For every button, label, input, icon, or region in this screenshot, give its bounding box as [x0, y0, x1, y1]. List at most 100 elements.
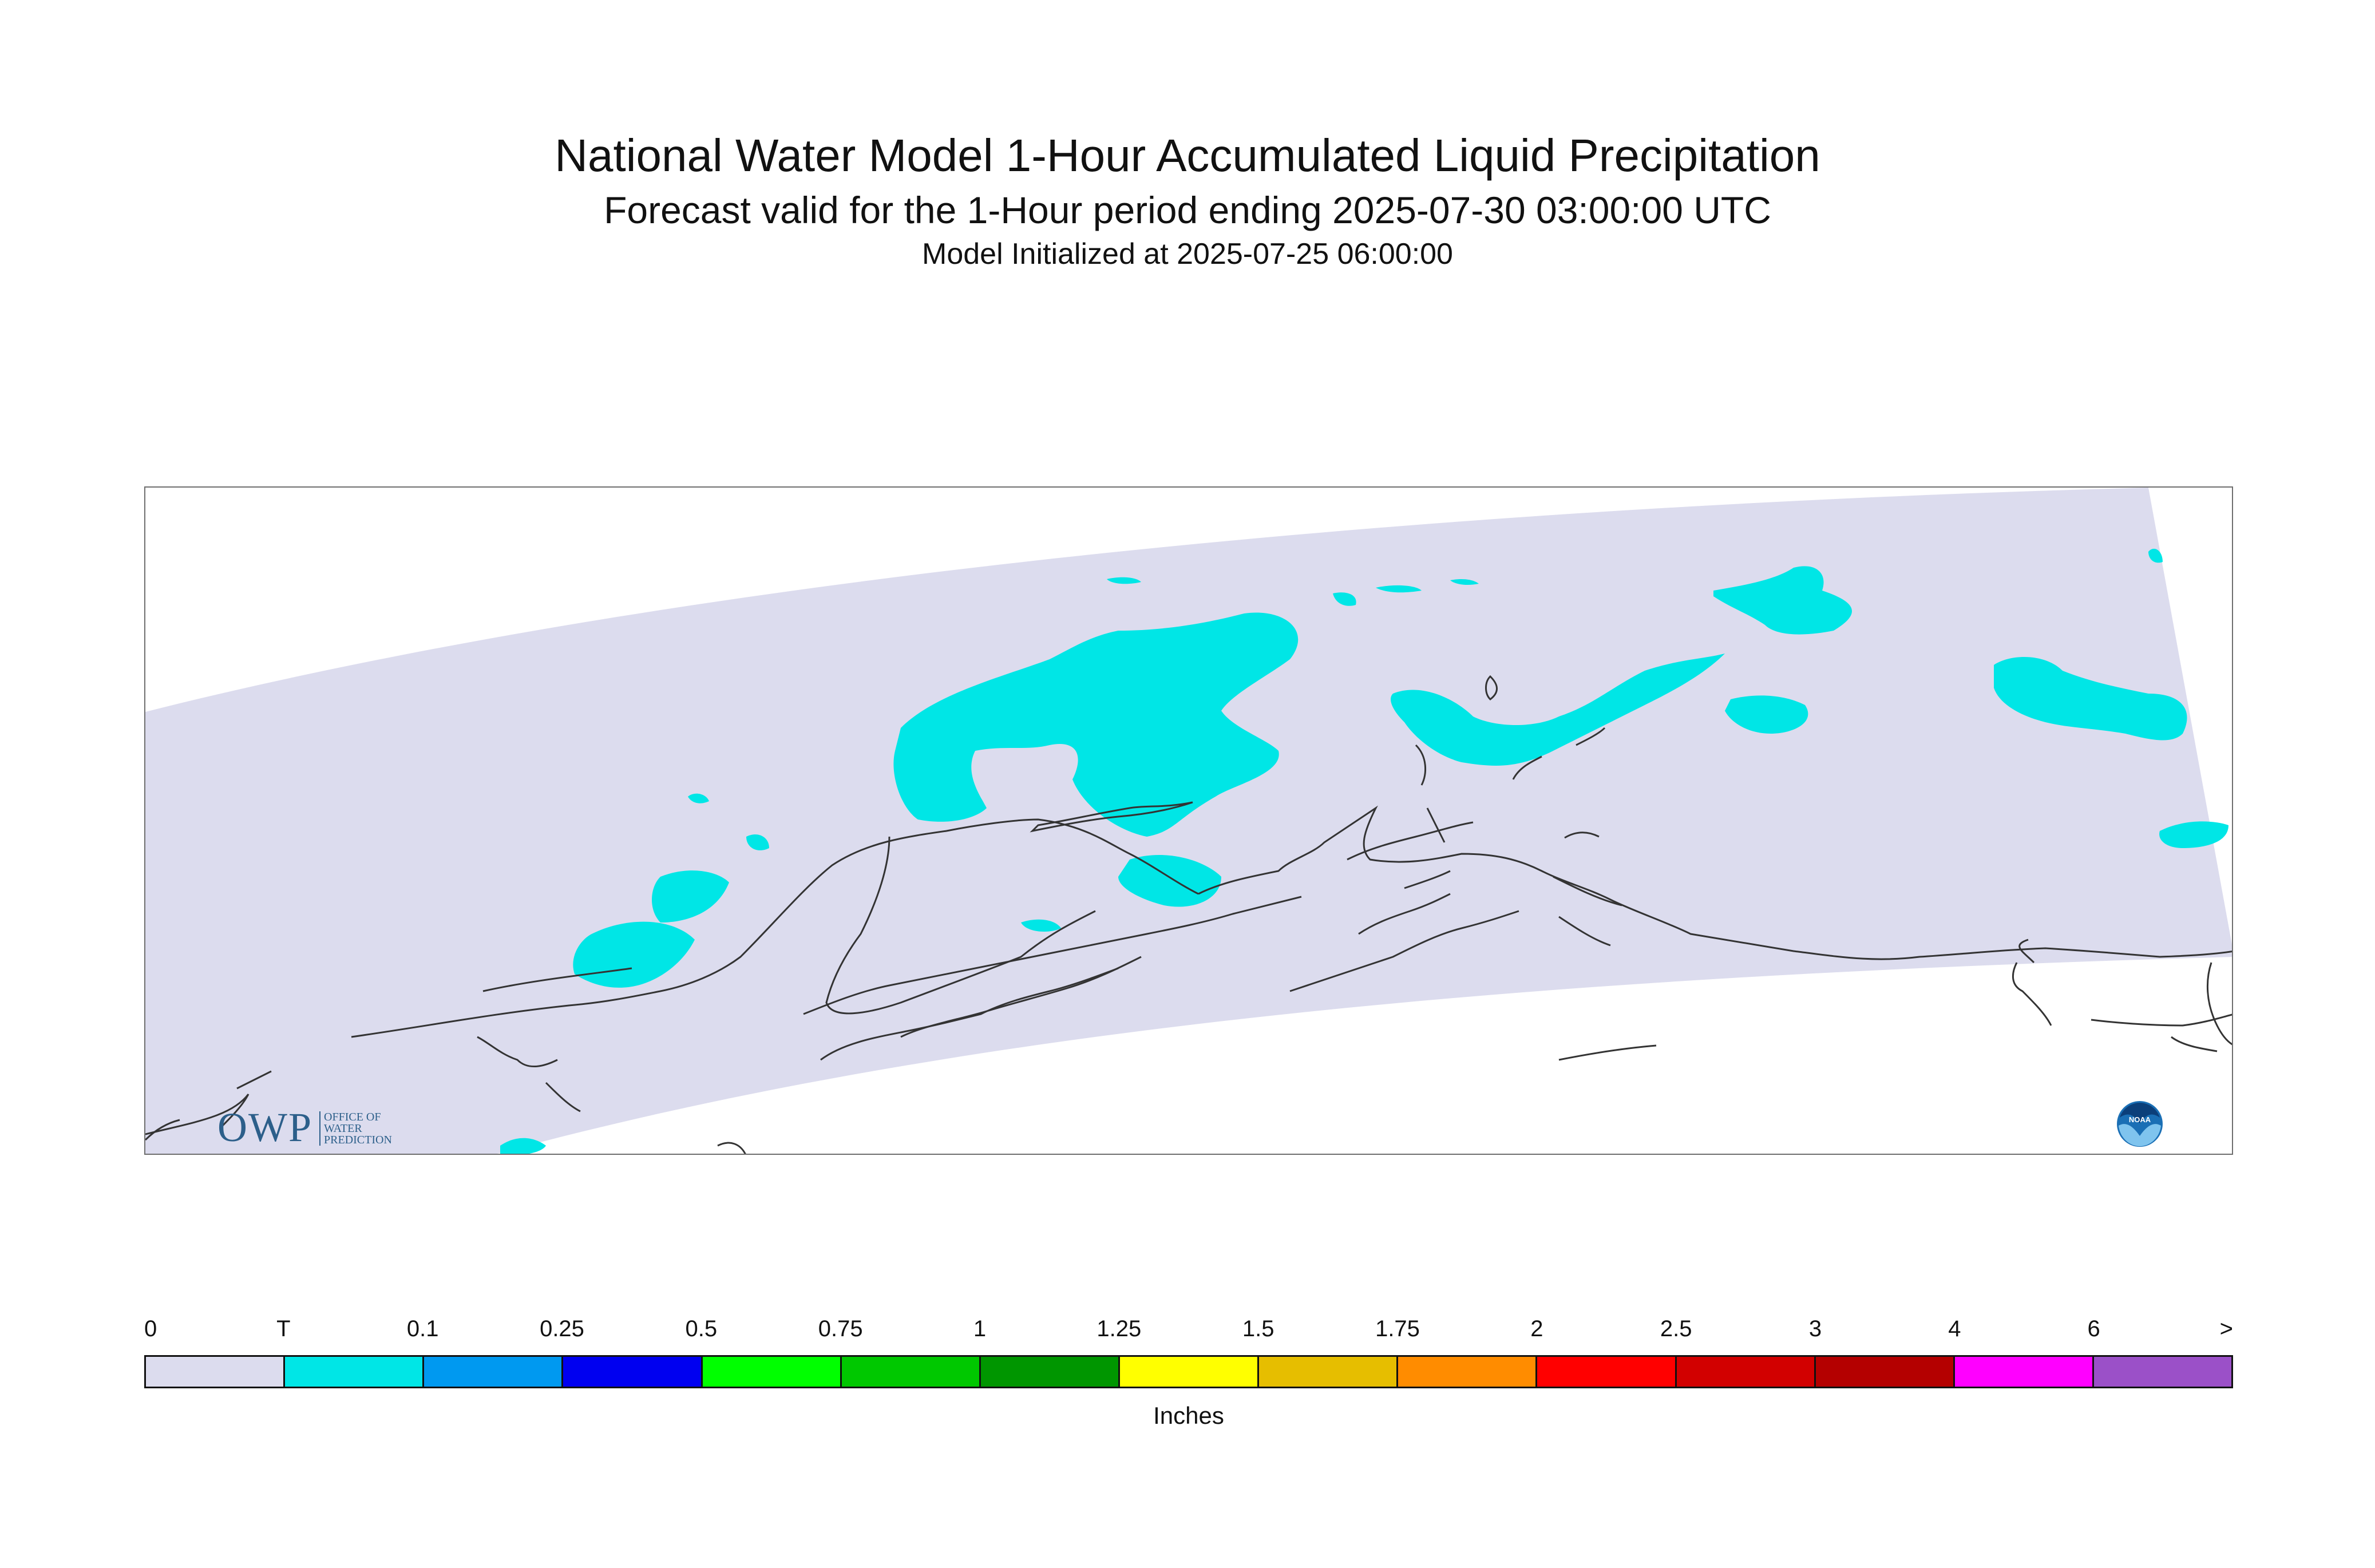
legend-tick-label: 1 — [973, 1316, 987, 1341]
coastline — [545, 1082, 581, 1112]
coastline — [145, 1094, 250, 1135]
coastline — [2171, 1036, 2218, 1052]
coastline — [1576, 727, 1606, 746]
coastline — [900, 956, 1142, 1038]
owp-logo: OWP OFFICE OF WATER PREDICTION — [217, 1104, 435, 1150]
chart-subtitle: Forecast valid for the 1-Hour period end… — [604, 189, 1771, 231]
precip-area — [2148, 548, 2163, 563]
coastline — [482, 967, 632, 992]
color-legend: 0 T 0.1 0.25 0.5 0.75 1 1.25 1.5 1.75 2 2.5 3 4 6 > Inc… — [144, 1316, 2233, 1431]
precip-area — [652, 870, 729, 922]
legend-tick-label: 0.1 — [406, 1316, 439, 1341]
title-block: National Water Model 1-Hour Accumulated … — [0, 127, 2375, 272]
coastline — [1358, 893, 1451, 935]
owp-logo-line: OFFICE OF — [324, 1111, 381, 1123]
legend-tick-label: 3 — [1808, 1316, 1822, 1341]
legend-tick-label: 1.5 — [1242, 1316, 1274, 1341]
coastline — [1485, 675, 1498, 700]
coastline — [1198, 805, 2232, 960]
precip-area — [981, 716, 1000, 729]
coastline — [2018, 939, 2035, 964]
legend-tick-label: 0 — [144, 1316, 157, 1341]
legend-tick-label: T — [276, 1316, 291, 1341]
model-init-line: Model Initialized at 2025-07-25 06:00:00 — [922, 237, 1453, 271]
coastline — [1553, 876, 1622, 906]
precip-area — [1376, 585, 1422, 593]
legend-tick-label: 0.75 — [818, 1316, 863, 1341]
legend-tick-label: > — [2219, 1316, 2233, 1341]
legend-swatch — [840, 1357, 979, 1387]
precip-area — [1118, 854, 1221, 907]
legend-swatch — [1953, 1357, 2092, 1387]
coastline — [1558, 1044, 1657, 1061]
map-panel — [144, 486, 2233, 1155]
owp-logo-line: PREDICTION — [324, 1134, 392, 1146]
precip-area — [1067, 658, 1113, 669]
coastline — [717, 1142, 746, 1154]
coastline — [1426, 807, 1446, 843]
noaa-logo-wave — [2119, 1124, 2161, 1146]
precip-area — [1994, 657, 2187, 741]
legend-swatch — [422, 1357, 562, 1387]
legend-tick-label: 2 — [1530, 1316, 1543, 1341]
precip-area — [573, 921, 695, 988]
noaa-logo-text: NOAA — [2129, 1115, 2151, 1124]
coastline — [2091, 1013, 2232, 1027]
coastline — [1404, 870, 1451, 889]
legend-swatch — [2092, 1357, 2232, 1387]
precip-area — [1725, 695, 1808, 734]
legend-tick-label: 0.5 — [685, 1316, 718, 1341]
owp-logo-subtext: OFFICE OF WATER PREDICTION — [319, 1111, 392, 1146]
legend-swatch — [146, 1357, 284, 1387]
coastline — [236, 1070, 272, 1090]
precip-area — [1450, 579, 1479, 585]
legend-swatch — [1535, 1357, 1675, 1387]
coastline — [1289, 910, 1519, 992]
legend-tick-labels: 0 T 0.1 0.25 0.5 0.75 1 1.25 1.5 1.75 2 2.5 3 4 6 > — [144, 1316, 2233, 1345]
precip-area — [1391, 654, 1725, 766]
coastline — [145, 1119, 180, 1141]
legend-swatch — [561, 1357, 701, 1387]
legend-color-bar — [144, 1355, 2233, 1388]
coastline — [1030, 801, 1193, 833]
legend-swatch — [283, 1357, 423, 1387]
precip-area — [2159, 821, 2228, 848]
legend-swatch — [1396, 1357, 1536, 1387]
precip-area — [1713, 566, 1852, 635]
coastline — [1558, 916, 1611, 947]
coastline — [825, 836, 1096, 1015]
legend-units-label: Inches — [1153, 1402, 1224, 1429]
coastline — [803, 896, 1302, 1015]
legend-tick-label: 4 — [1948, 1316, 1961, 1341]
owp-logo-line: WATER — [324, 1122, 362, 1135]
precip-area — [893, 612, 1299, 837]
precip-area — [1333, 592, 1356, 606]
coastline — [2207, 962, 2232, 1046]
precip-map — [145, 488, 2232, 1154]
chart-title: National Water Model 1-Hour Accumulated … — [555, 130, 1820, 181]
coastline — [477, 1036, 558, 1068]
noaa-logo: NOAA — [2117, 1101, 2163, 1147]
legend-swatch — [979, 1357, 1118, 1387]
precip-area — [1021, 919, 1061, 932]
owp-logo-text: OWP — [217, 1104, 312, 1150]
legend-swatch — [1814, 1357, 1953, 1387]
legend-swatch — [1257, 1357, 1397, 1387]
legend-swatch — [700, 1357, 840, 1387]
coastline — [1564, 831, 1600, 839]
precip-area — [500, 1138, 546, 1154]
legend-tick-label: 6 — [2087, 1316, 2100, 1341]
model-domain-area — [145, 488, 2232, 1154]
coastline — [1512, 755, 1542, 780]
precip-area — [688, 793, 709, 803]
legend-swatch — [1675, 1357, 1814, 1387]
legend-tick-label: 0.25 — [540, 1316, 584, 1341]
precip-areas — [500, 548, 2228, 1154]
legend-tick-label: 2.5 — [1660, 1316, 1692, 1341]
legend-tick-label: 1.25 — [1097, 1316, 1142, 1341]
precip-area — [1107, 577, 1141, 584]
coastline — [820, 967, 1119, 1061]
coastline — [351, 818, 1199, 1038]
precip-area — [746, 834, 769, 850]
coastline — [1415, 744, 1427, 786]
